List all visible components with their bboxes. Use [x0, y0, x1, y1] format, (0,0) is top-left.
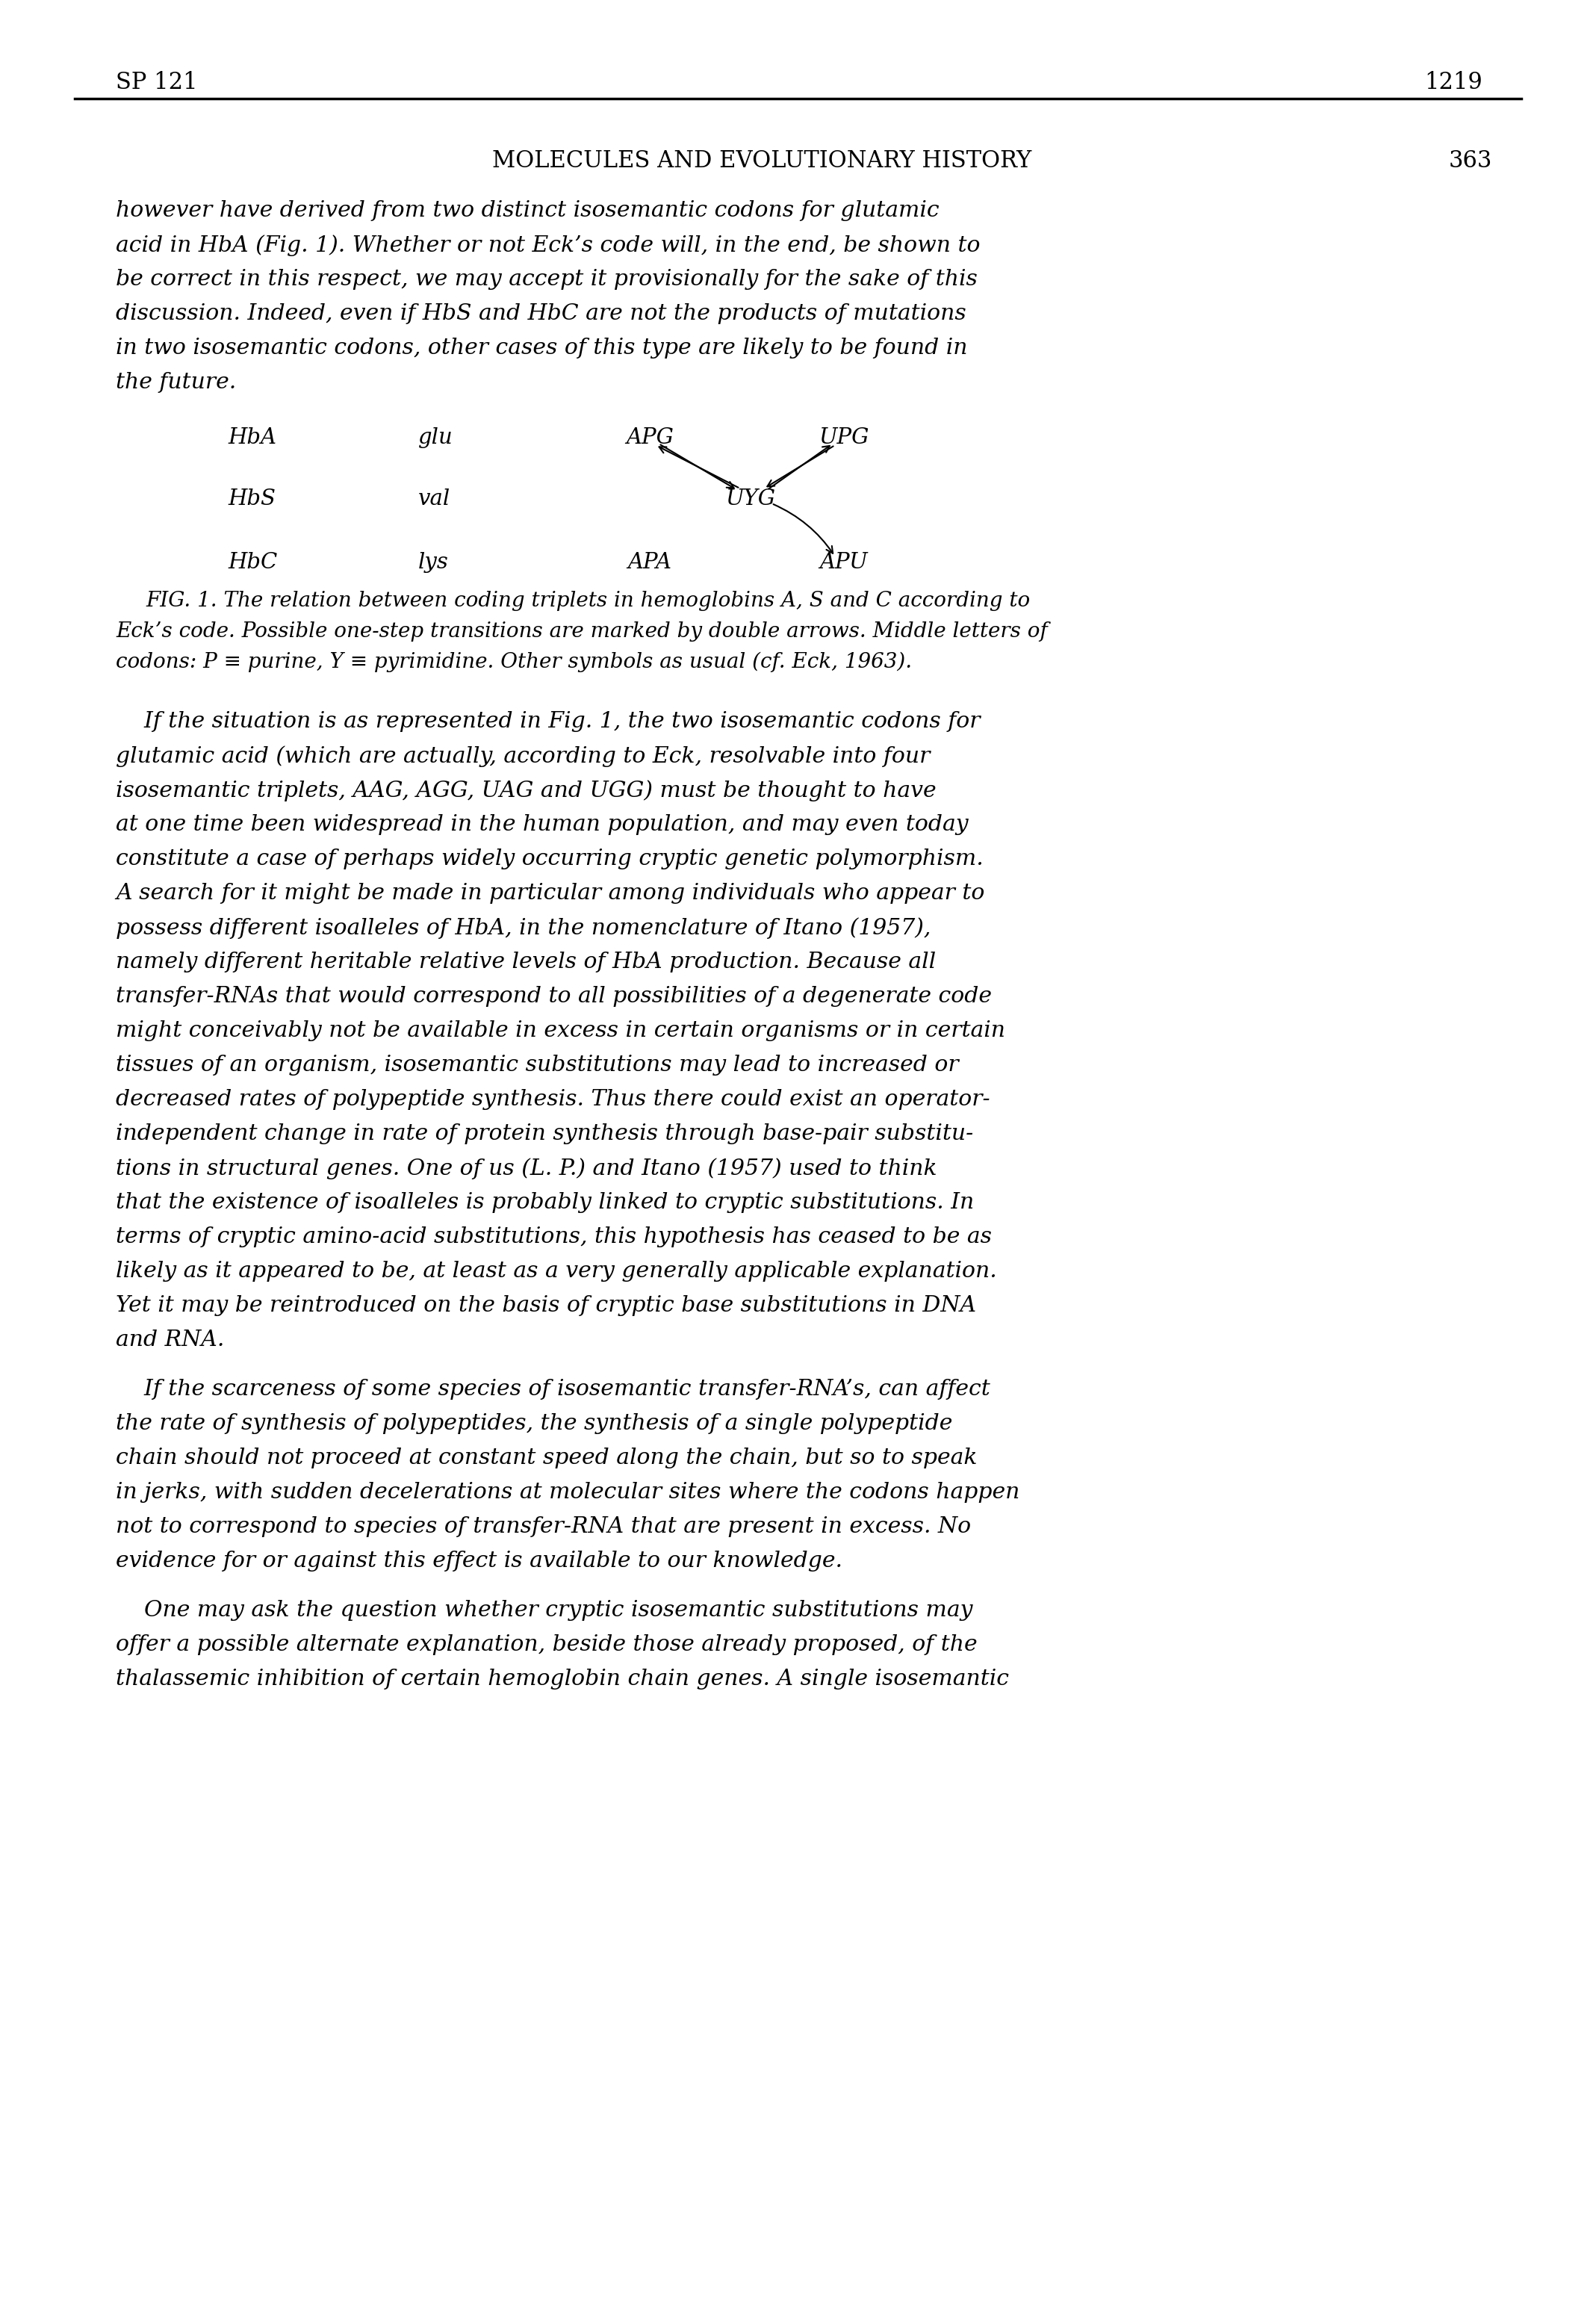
Text: transfer-RNAs that would correspond to all possibilities of a degenerate code: transfer-RNAs that would correspond to a…: [117, 987, 991, 1007]
Text: thalassemic inhibition of certain hemoglobin chain genes. A single isosemantic: thalassemic inhibition of certain hemogl…: [117, 1669, 1009, 1690]
Text: A search for it might be made in particular among individuals who appear to: A search for it might be made in particu…: [117, 883, 985, 904]
Text: Yet it may be reintroduced on the basis of cryptic base substitutions in DNA: Yet it may be reintroduced on the basis …: [117, 1295, 977, 1316]
Text: UPG: UPG: [819, 426, 870, 447]
Text: APA: APA: [627, 551, 672, 574]
Text: HbC: HbC: [228, 551, 278, 574]
Text: APG: APG: [626, 426, 674, 447]
Text: offer a possible alternate explanation, beside those already proposed, of the: offer a possible alternate explanation, …: [117, 1634, 977, 1655]
Text: discussion. Indeed, even if HbS and HbC are not the products of mutations: discussion. Indeed, even if HbS and HbC …: [117, 304, 966, 325]
Text: HbA: HbA: [228, 426, 276, 447]
Text: might conceivably not be available in excess in certain organisms or in certain: might conceivably not be available in ex…: [117, 1021, 1005, 1042]
Text: tissues of an organism, isosemantic substitutions may lead to increased or: tissues of an organism, isosemantic subs…: [117, 1056, 959, 1076]
Text: evidence for or against this effect is available to our knowledge.: evidence for or against this effect is a…: [117, 1551, 843, 1572]
Text: in jerks, with sudden decelerations at molecular sites where the codons happen: in jerks, with sudden decelerations at m…: [117, 1482, 1020, 1503]
Text: in two isosemantic codons, other cases of this type are likely to be found in: in two isosemantic codons, other cases o…: [117, 337, 967, 360]
Text: SP 121: SP 121: [117, 71, 198, 95]
Text: lys: lys: [418, 551, 448, 574]
Text: and RNA.: and RNA.: [117, 1330, 225, 1351]
Text: isosemantic triplets, AAG, AGG, UAG and UGG) must be thought to have: isosemantic triplets, AAG, AGG, UAG and …: [117, 779, 937, 802]
Text: FIG. 1. The relation between coding triplets in hemoglobins A, S and C according: FIG. 1. The relation between coding trip…: [145, 590, 1029, 611]
Text: One may ask the question whether cryptic isosemantic substitutions may: One may ask the question whether cryptic…: [117, 1600, 972, 1620]
Text: acid in HbA (Fig. 1). Whether or not Eck’s code will, in the end, be shown to: acid in HbA (Fig. 1). Whether or not Eck…: [117, 235, 980, 256]
Text: terms of cryptic amino-acid substitutions, this hypothesis has ceased to be as: terms of cryptic amino-acid substitution…: [117, 1226, 991, 1247]
Text: decreased rates of polypeptide synthesis. Thus there could exist an operator-: decreased rates of polypeptide synthesis…: [117, 1088, 990, 1111]
Text: UYG: UYG: [726, 489, 776, 509]
Text: that the existence of isoalleles is probably linked to cryptic substitutions. In: that the existence of isoalleles is prob…: [117, 1192, 974, 1212]
Text: the future.: the future.: [117, 371, 236, 392]
Text: glutamic acid (which are actually, according to Eck, resolvable into four: glutamic acid (which are actually, accor…: [117, 745, 930, 768]
Text: 1219: 1219: [1424, 71, 1483, 95]
Text: likely as it appeared to be, at least as a very generally applicable explanation: likely as it appeared to be, at least as…: [117, 1261, 998, 1282]
Text: MOLECULES AND EVOLUTIONARY HISTORY: MOLECULES AND EVOLUTIONARY HISTORY: [492, 150, 1031, 173]
Text: at one time been widespread in the human population, and may even today: at one time been widespread in the human…: [117, 814, 969, 834]
Text: HbS: HbS: [228, 489, 276, 509]
Text: chain should not proceed at constant speed along the chain, but so to speak: chain should not proceed at constant spe…: [117, 1448, 977, 1468]
Text: be correct in this respect, we may accept it provisionally for the sake of this: be correct in this respect, we may accep…: [117, 270, 977, 290]
Text: codons: P ≡ purine, Y ≡ pyrimidine. Other symbols as usual (cf. Eck, 1963).: codons: P ≡ purine, Y ≡ pyrimidine. Othe…: [117, 652, 911, 673]
Text: If the situation is as represented in Fig. 1, the two isosemantic codons for: If the situation is as represented in Fi…: [117, 710, 980, 733]
Text: the rate of synthesis of polypeptides, the synthesis of a single polypeptide: the rate of synthesis of polypeptides, t…: [117, 1413, 953, 1434]
Text: not to correspond to species of transfer-RNA that are present in excess. No: not to correspond to species of transfer…: [117, 1517, 970, 1537]
Text: val: val: [418, 489, 450, 509]
Text: independent change in rate of protein synthesis through base-pair substitu-: independent change in rate of protein sy…: [117, 1123, 974, 1143]
Text: 363: 363: [1449, 150, 1492, 173]
Text: tions in structural genes. One of us (L. P.) and Itano (1957) used to think: tions in structural genes. One of us (L.…: [117, 1157, 937, 1180]
Text: however have derived from two distinct isosemantic codons for glutamic: however have derived from two distinct i…: [117, 201, 940, 221]
Text: glu: glu: [418, 426, 453, 447]
Text: APU: APU: [820, 551, 868, 574]
Text: constitute a case of perhaps widely occurring cryptic genetic polymorphism.: constitute a case of perhaps widely occu…: [117, 848, 983, 869]
Text: possess different isoalleles of HbA, in the nomenclature of Itano (1957),: possess different isoalleles of HbA, in …: [117, 917, 930, 938]
Text: namely different heritable relative levels of HbA production. Because all: namely different heritable relative leve…: [117, 952, 935, 973]
Text: If the scarceness of some species of isosemantic transfer-RNA’s, can affect: If the scarceness of some species of iso…: [117, 1378, 990, 1399]
Text: Eck’s code. Possible one-step transitions are marked by double arrows. Middle le: Eck’s code. Possible one-step transition…: [117, 622, 1047, 641]
